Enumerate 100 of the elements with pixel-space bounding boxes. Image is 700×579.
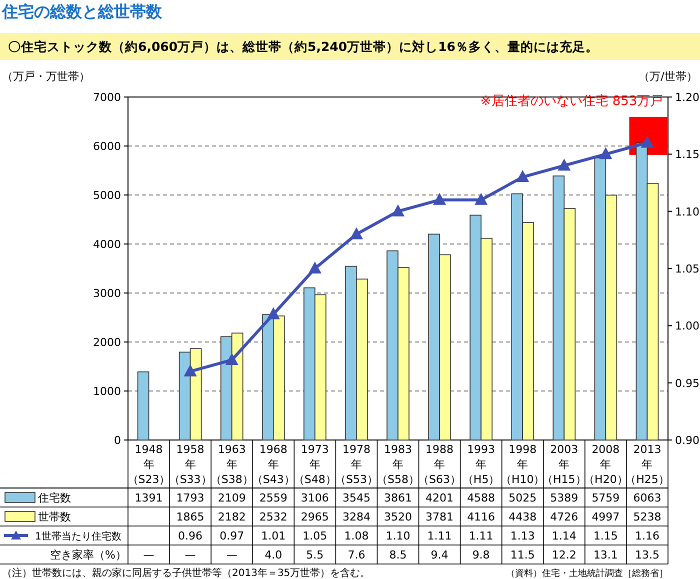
data-label: 5759 (592, 492, 620, 504)
y2-axis-title: （万/世帯） (638, 70, 698, 83)
data-label: 6063 (633, 492, 662, 504)
text: — (143, 548, 154, 562)
data-label: 1793 (176, 492, 204, 504)
bar (137, 371, 150, 440)
point (350, 227, 363, 240)
data-label: 4116 (467, 510, 496, 524)
data-label: 2532 (259, 510, 288, 524)
y-tick-label: 1000 (93, 385, 121, 398)
data-label: 3284 (342, 510, 370, 524)
bar (386, 250, 398, 440)
bar (470, 214, 482, 440)
data-label: 1.01 (261, 530, 286, 542)
bar (398, 267, 410, 440)
bar (190, 348, 202, 440)
data-label: 4438 (508, 510, 537, 524)
data-label: 1865 (176, 510, 204, 524)
y2-tick-label: 1.10 (675, 205, 700, 218)
point (308, 262, 322, 274)
data-label: 2965 (300, 510, 329, 524)
x-tick-label: 1978年（S53） (334, 443, 378, 486)
text: （資料）住宅・土地統計調査［総務省］ (506, 568, 668, 579)
y-tick-label: 2000 (93, 336, 121, 349)
bar (522, 222, 534, 440)
text: 13.5 (634, 548, 660, 562)
point (433, 192, 446, 205)
data-label: 0.97 (220, 530, 244, 542)
data-label: 5025 (508, 492, 537, 504)
text: 4.0 (264, 548, 282, 562)
data-label: 0.96 (178, 530, 203, 542)
data-label: 3106 (300, 492, 329, 504)
data-label: 2182 (218, 510, 246, 524)
text: 空き家率（%） (50, 548, 126, 562)
x-tick-label: 1983年（S58） (376, 443, 420, 486)
x-tick-label: 1973年（S48） (293, 443, 336, 486)
point (516, 170, 530, 182)
data-label: 4201 (426, 492, 454, 504)
text: 13.1 (593, 548, 618, 562)
x-tick-label: 1963年（S38） (210, 443, 254, 486)
data-label: 1.15 (593, 530, 618, 542)
x-tick-label: 1948年（S23） (127, 443, 170, 486)
point (599, 147, 612, 160)
y2-tick-label: 1.20 (675, 91, 700, 104)
data-label: 1.08 (344, 530, 369, 542)
text: 5.5 (306, 548, 324, 562)
bar (231, 332, 244, 440)
bar (428, 234, 440, 440)
bar (262, 314, 274, 440)
x-tick-label: 1958年（S33） (168, 443, 212, 486)
data-label: 1391 (134, 492, 163, 504)
text: 9.4 (430, 548, 448, 562)
bar (646, 182, 659, 440)
y2-tick-label: 1.00 (675, 320, 700, 333)
y2-tick-label: 1.15 (675, 148, 700, 162)
bar (178, 352, 191, 440)
data-label: 4588 (467, 492, 496, 504)
data-label: 1.10 (386, 530, 410, 542)
bar (314, 294, 326, 440)
x-tick-label: 1968年（S43） (252, 443, 295, 486)
data-label: 3545 (342, 492, 370, 504)
x-tick-label: 2013年（H25） (625, 443, 670, 486)
data-label: 1.05 (302, 530, 328, 542)
data-label: 4726 (550, 510, 578, 524)
bar (272, 316, 285, 440)
legend-label: 1世帯当たり住宅数 (35, 530, 122, 542)
data-label: 3781 (426, 510, 454, 524)
bar (356, 278, 368, 440)
data-label: 3861 (384, 492, 412, 504)
y-tick-label: 0 (114, 434, 121, 447)
text: 12.2 (552, 548, 576, 562)
data-label: 1.11 (468, 530, 494, 542)
bar (439, 254, 451, 440)
text: — (184, 548, 196, 562)
text: 8.5 (389, 548, 407, 562)
legend-label: 住宅数 (38, 492, 71, 504)
bar (511, 193, 524, 440)
annotation: ※居住者のいない住宅 853万戸 (480, 92, 664, 109)
point (266, 307, 280, 320)
chart-title: 住宅の総数と総世帯数 (1, 2, 163, 21)
bar (345, 266, 357, 440)
point (392, 204, 404, 216)
y-tick-label: 3000 (93, 287, 121, 300)
bar (594, 157, 606, 440)
y-tick-label: 5000 (93, 189, 121, 202)
data-label: 3520 (384, 510, 412, 524)
point (184, 364, 197, 376)
legend-label: 世帯数 (38, 510, 71, 524)
y-tick-label: 7000 (93, 91, 121, 104)
data-label: 1.14 (552, 530, 576, 542)
x-tick-label: 2008年（H20） (584, 443, 628, 486)
point (225, 352, 238, 365)
bar (304, 287, 316, 440)
point (474, 192, 488, 205)
bar (552, 176, 565, 440)
data-label: 2559 (259, 492, 288, 504)
bar (605, 194, 618, 440)
y-axis-title: （万戸・万世帯） (2, 70, 90, 83)
y-tick-label: 6000 (93, 140, 121, 153)
y2-tick-label: 0.95 (675, 376, 700, 390)
